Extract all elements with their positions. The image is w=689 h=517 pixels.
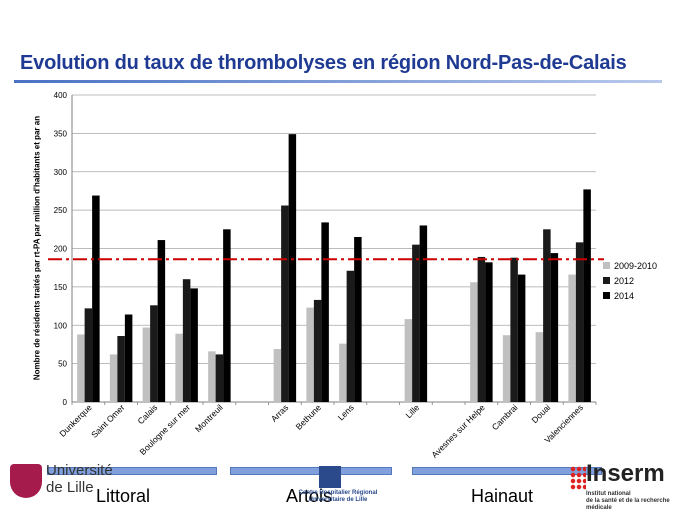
bar-2012 [510,257,518,402]
x-tick-label: Arras [269,402,290,423]
bar-2012 [117,335,125,402]
x-tick-label: Cambrai [490,402,520,432]
x-tick-label: Montreuil [193,402,225,434]
x-tick-label: Lens [336,402,356,422]
page-title: Evolution du taux de thrombolyses en rég… [20,52,627,74]
bar-2012 [543,229,551,402]
x-tick-label: Bethune [294,402,324,432]
bar-2009-2010 [535,332,544,402]
chru-emblem [319,466,341,488]
legend-item-2009-2010: 2009-2010 [603,258,657,273]
bar-2009-2010 [306,307,314,402]
inserm-wordmark: Inserm [586,460,665,487]
bar-2014 [124,314,133,402]
x-tick-label: Lille [404,402,422,420]
bar-2012 [313,299,322,402]
bar-2014 [354,236,362,402]
bar-2014 [157,240,166,402]
bar-2009-2010 [175,333,183,402]
region-label-hainaut: Hainaut [471,486,534,506]
bar-2012 [182,279,191,402]
bar-2012 [575,242,584,402]
y-tick-label: 250 [54,206,68,215]
region-band-hainaut [412,467,602,475]
bar-2012 [412,244,420,402]
bar-2014 [190,288,198,402]
y-axis-label: Nombre de résidents traités par rt-PA pa… [32,115,42,381]
bar-2014 [517,274,526,402]
y-tick-label: 400 [54,91,68,100]
bar-2014 [92,195,100,402]
bar-2012 [215,354,224,402]
x-tick-label: Calais [136,402,160,426]
legend-item-2012: 2012 [603,273,657,288]
bar-2009-2010 [502,335,511,402]
y-tick-label: 150 [54,283,68,292]
logo-left-line-2: de Lille [46,479,94,496]
bar-2012 [150,305,158,402]
bar-2009-2010 [568,274,576,402]
bar-2014 [288,134,297,402]
logo-center-line-2: Universitaire de Lille [308,497,368,503]
title-underline [14,80,662,83]
bar-2009-2010 [273,349,282,402]
region-label-artois: Artois [286,486,333,506]
bar-2014 [485,262,493,402]
bar-2014 [223,229,231,402]
bar-2014 [583,189,591,402]
y-tick-label: 350 [54,129,68,138]
chru-wordmark: Centre Hospitalier Régional Universitair… [283,490,393,504]
logo-right-line-1: Institut national [586,491,631,497]
bar-2009-2010 [109,354,118,402]
bar-2009-2010 [77,334,85,402]
inserm-dots-emblem [570,466,586,490]
legend-item-2014: 2014 [603,288,657,303]
inserm-logo: Inserm Institut national de la santé et … [568,460,678,512]
legend-swatch [603,262,610,269]
x-tick-label: Douai [530,402,553,425]
bar-2012 [477,256,486,402]
y-tick-label: 100 [54,321,68,330]
region-label-littoral: Littoral [96,486,151,506]
logo-right-line-2: de la santé et de la recherche médicale [586,498,670,511]
logo-center-line-1: Centre Hospitalier Régional [298,490,378,496]
bar-2012 [281,205,289,402]
bar-2009-2010 [208,351,216,402]
legend-label: 2014 [614,290,635,301]
region-band-littoral [47,467,217,475]
y-tick-label: 0 [63,398,68,407]
inserm-subtitle: Institut national de la santé et de la r… [586,491,678,512]
y-tick-label: 50 [58,360,67,369]
chru-lille-logo: Centre Hospitalier Régional Universitair… [283,466,393,510]
legend-swatch [603,292,610,299]
chart-legend: 2009-2010 2012 2014 [603,258,657,303]
bar-2009-2010 [142,327,151,402]
universite-de-lille-wordmark: Université de Lille [46,462,113,496]
legend-label: 2009-2010 [614,260,658,271]
x-tick-label: Saint Omer [89,402,127,440]
bar-2014 [321,222,329,402]
bar-2012 [346,270,355,402]
bar-2014 [419,225,428,402]
bar-2009-2010 [470,282,478,402]
y-tick-label: 300 [54,168,68,177]
bar-2012 [84,308,93,402]
x-tick-label: Avesnes sur Helpe [429,402,487,460]
bar-2009-2010 [404,319,413,402]
universite-de-lille-logo: Université de Lille [8,460,128,512]
region-band-artois [230,467,392,475]
legend-swatch [603,277,610,284]
logo-left-line-1: Université [46,462,113,479]
universite-de-lille-emblem [10,464,42,498]
bar-2014 [550,253,559,402]
bar-2009-2010 [339,343,347,402]
y-tick-label: 200 [54,245,68,254]
legend-label: 2012 [614,275,635,286]
